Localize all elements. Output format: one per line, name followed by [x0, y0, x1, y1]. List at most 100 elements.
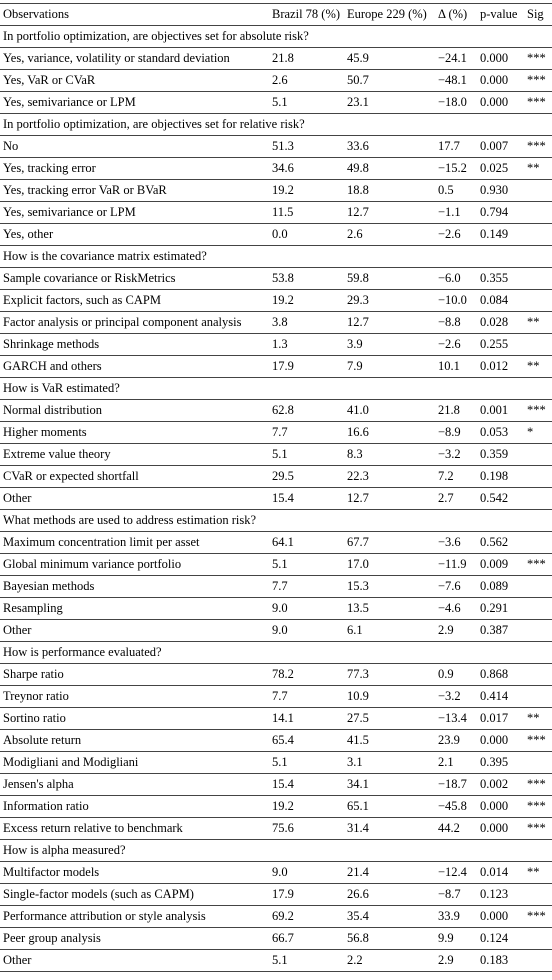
empty-cell — [524, 619, 552, 642]
section-title: In portfolio optimization, are objective… — [0, 113, 552, 136]
cell: 0.000 — [477, 795, 524, 818]
row-label: Maximum concentration limit per asset — [0, 531, 269, 554]
row-label: Peer group analysis — [0, 927, 269, 950]
cell: 0.198 — [477, 465, 524, 488]
data-row: Yes, tracking error 34.6 49.8 −15.2 0.025 ** — [0, 157, 552, 180]
cell: *** — [524, 905, 552, 928]
cell: 0.007 — [477, 135, 524, 158]
data-row: Yes, variance, volatility or standard de… — [0, 47, 552, 70]
cell: 62.8 — [269, 399, 344, 422]
cell: 21.8 — [435, 399, 477, 422]
cell: 0.012 — [477, 355, 524, 378]
cell: 5.1 — [269, 91, 344, 114]
cell: 53.8 — [269, 267, 344, 290]
cell: −2.6 — [435, 223, 477, 246]
cell: 0.001 — [477, 399, 524, 422]
cell: 33.9 — [435, 905, 477, 928]
cell: 5.1 — [269, 751, 344, 774]
cell: 50.7 — [344, 69, 435, 92]
cell: 16.6 — [344, 421, 435, 444]
cell: 19.2 — [269, 795, 344, 818]
cell: 0.562 — [477, 531, 524, 554]
data-row: Yes, semivariance or LPM 11.5 12.7 −1.1 0.79… — [0, 201, 552, 224]
data-row: Yes, VaR or CVaR 2.6 50.7 −48.1 0.000 *** — [0, 69, 552, 92]
cell: 17.9 — [269, 355, 344, 378]
cell: 7.9 — [344, 355, 435, 378]
cell: 7.7 — [269, 685, 344, 708]
cell: *** — [524, 91, 552, 114]
cell: *** — [524, 47, 552, 70]
row-label: Jensen's alpha — [0, 773, 269, 796]
row-label: Single-factor models (such as CAPM) — [0, 883, 269, 906]
data-row: Extreme value theory 5.1 8.3 −3.2 0.359 — [0, 443, 552, 466]
data-row: Treynor ratio 7.7 10.9 −3.2 0.414 — [0, 685, 552, 708]
cell: 0.930 — [477, 179, 524, 202]
cell: 10.1 — [435, 355, 477, 378]
cell: 15.3 — [344, 575, 435, 598]
data-row: Multifactor models 9.0 21.4 −12.4 0.014 ** — [0, 861, 552, 884]
cell: 2.7 — [435, 487, 477, 510]
page: Observations Brazil 78 (%) Europe 229 (%) Δ… — [0, 3, 552, 980]
data-row: Other 9.0 6.1 2.9 0.387 — [0, 619, 552, 642]
cell: 34.6 — [269, 157, 344, 180]
cell: 2.6 — [344, 223, 435, 246]
cell: −13.4 — [435, 707, 477, 730]
empty-cell — [524, 201, 552, 224]
cell: 5.1 — [269, 553, 344, 576]
section-row: How is the covariance matrix estimated? — [0, 245, 552, 268]
cell: 22.3 — [344, 465, 435, 488]
section-title: How is the covariance matrix estimated? — [0, 245, 552, 268]
data-row: Jensen's alpha 15.4 34.1 −18.7 0.002 *** — [0, 773, 552, 796]
row-label: No — [0, 135, 269, 158]
data-row: Absolute return 65.4 41.5 23.9 0.000 *** — [0, 729, 552, 752]
row-label: Sortino ratio — [0, 707, 269, 730]
empty-cell — [524, 685, 552, 708]
row-label: Factor analysis or principal component a… — [0, 311, 269, 334]
cell: 0.395 — [477, 751, 524, 774]
data-row: Global minimum variance portfolio 5.1 17.0… — [0, 553, 552, 576]
cell: 17.0 — [344, 553, 435, 576]
cell: 0.084 — [477, 289, 524, 312]
cell: −8.7 — [435, 883, 477, 906]
cell: 3.8 — [269, 311, 344, 334]
cell: 0.868 — [477, 663, 524, 686]
cell: 17.9 — [269, 883, 344, 906]
cell: 10.9 — [344, 685, 435, 708]
cell: 0.355 — [477, 267, 524, 290]
empty-cell — [524, 465, 552, 488]
row-label: Yes, semivariance or LPM — [0, 201, 269, 224]
cell: 64.1 — [269, 531, 344, 554]
cell: 2.6 — [269, 69, 344, 92]
row-label: Yes, VaR or CVaR — [0, 69, 269, 92]
empty-cell — [524, 179, 552, 202]
cell: −45.8 — [435, 795, 477, 818]
row-label: Information ratio — [0, 795, 269, 818]
section-row: How is performance evaluated? — [0, 641, 552, 664]
cell: *** — [524, 817, 552, 840]
cell: 6.1 — [344, 619, 435, 642]
data-row: No 51.3 33.6 17.7 0.007 *** — [0, 135, 552, 158]
empty-cell — [524, 333, 552, 356]
cell: 0.089 — [477, 575, 524, 598]
cell: 65.4 — [269, 729, 344, 752]
cell: 8.3 — [344, 443, 435, 466]
section-title: How is alpha measured? — [0, 839, 552, 862]
cell: ** — [524, 355, 552, 378]
empty-cell — [524, 883, 552, 906]
cell: 0.025 — [477, 157, 524, 180]
row-label: Yes, semivariance or LPM — [0, 91, 269, 114]
column-header: Europe 229 (%) — [344, 3, 435, 26]
row-label: Bayesian methods — [0, 575, 269, 598]
cell: 23.1 — [344, 91, 435, 114]
cell: −3.2 — [435, 443, 477, 466]
cell: 0.000 — [477, 91, 524, 114]
cell: 0.014 — [477, 861, 524, 884]
cell: 56.8 — [344, 927, 435, 950]
empty-cell — [524, 949, 552, 972]
cell: 75.6 — [269, 817, 344, 840]
cell: *** — [524, 135, 552, 158]
cell: 19.2 — [269, 179, 344, 202]
cell: −48.1 — [435, 69, 477, 92]
cell: 41.5 — [344, 729, 435, 752]
row-label: Modigliani and Modigliani — [0, 751, 269, 774]
